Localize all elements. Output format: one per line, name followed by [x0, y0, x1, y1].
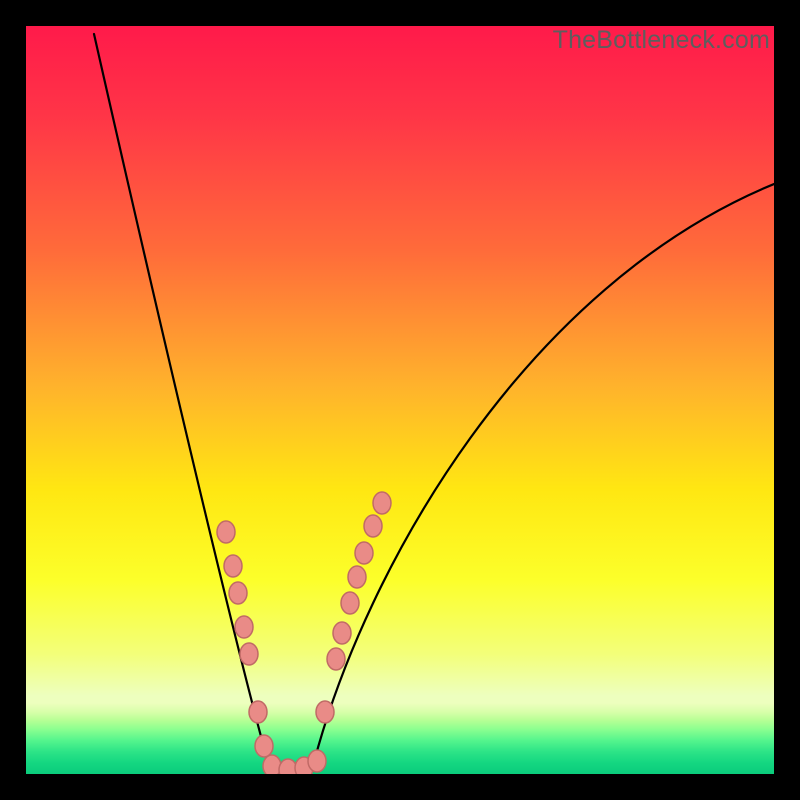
chart-frame: TheBottleneck.com — [0, 0, 800, 800]
chart-svg — [26, 26, 774, 774]
gradient-background — [26, 26, 774, 774]
marker-left-0 — [217, 521, 235, 543]
marker-left-3 — [235, 616, 253, 638]
marker-right-3 — [341, 592, 359, 614]
marker-left-5 — [249, 701, 267, 723]
marker-right-7 — [373, 492, 391, 514]
marker-left-4 — [240, 643, 258, 665]
marker-right-1 — [327, 648, 345, 670]
marker-right-2 — [333, 622, 351, 644]
marker-right-0 — [316, 701, 334, 723]
marker-left-2 — [229, 582, 247, 604]
marker-right-4 — [348, 566, 366, 588]
marker-right-5 — [355, 542, 373, 564]
marker-bottom-3 — [308, 750, 326, 772]
marker-left-6 — [255, 735, 273, 757]
marker-right-6 — [364, 515, 382, 537]
marker-bottom-1 — [279, 759, 297, 774]
watermark-text: TheBottleneck.com — [553, 26, 770, 55]
marker-left-1 — [224, 555, 242, 577]
